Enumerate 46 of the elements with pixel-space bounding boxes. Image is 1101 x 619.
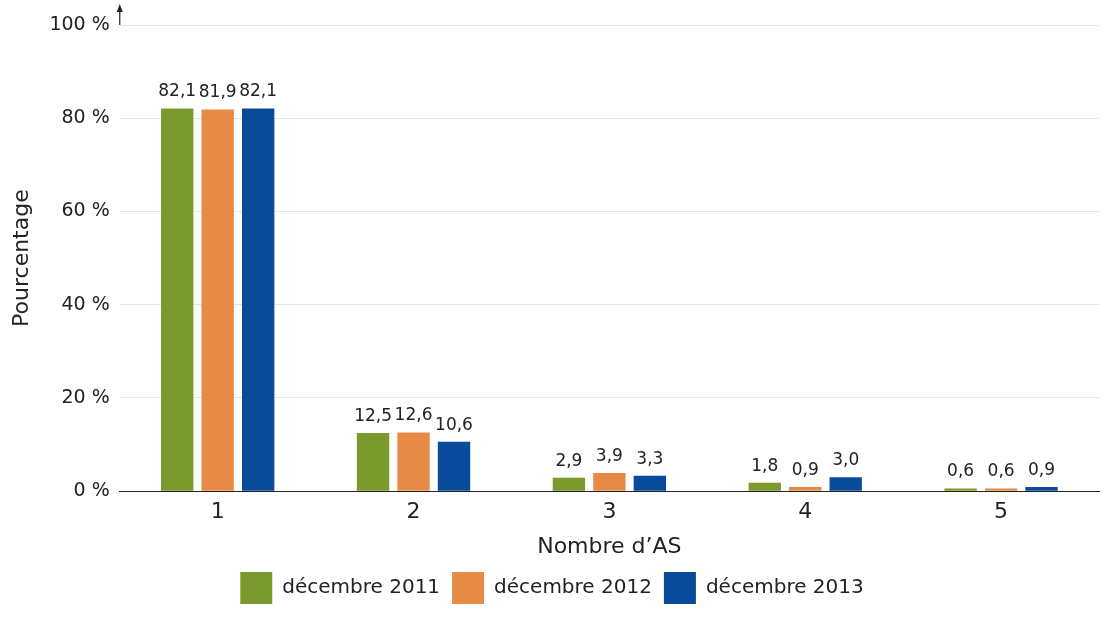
y-tick-label: 0 % xyxy=(73,478,110,501)
bar xyxy=(829,477,862,491)
x-tick-label: 4 xyxy=(798,498,813,524)
data-label: 82,1 xyxy=(239,80,278,101)
data-label: 2,9 xyxy=(555,449,583,470)
y-tick-label: 20 % xyxy=(61,384,110,407)
y-tick-label: 80 % xyxy=(61,105,110,128)
bar xyxy=(984,488,1018,491)
data-label: 3,0 xyxy=(832,449,860,470)
y-axis-title: Pourcentage xyxy=(7,189,33,327)
data-label: 10,6 xyxy=(435,413,473,434)
data-label: 3,3 xyxy=(636,447,664,468)
x-tick-label: 5 xyxy=(994,498,1009,524)
data-label: 0,6 xyxy=(947,460,975,481)
x-tick-label: 3 xyxy=(602,498,617,524)
data-label: 82,1 xyxy=(158,80,197,101)
data-label: 1,8 xyxy=(751,454,779,475)
x-axis-title: Nombre d’AS xyxy=(537,532,682,558)
bar xyxy=(593,473,626,491)
data-label: 12,5 xyxy=(354,404,392,425)
legend-label: décembre 2011 xyxy=(282,574,441,599)
data-label: 3,9 xyxy=(595,444,623,465)
data-label: 0,9 xyxy=(1028,458,1056,479)
bar xyxy=(552,477,586,491)
bar xyxy=(789,487,822,491)
bar xyxy=(944,488,977,491)
bar xyxy=(748,482,781,491)
bar xyxy=(437,441,471,491)
data-label: 0,6 xyxy=(987,460,1015,481)
x-tick-label: 1 xyxy=(210,498,225,524)
data-label: 0,9 xyxy=(791,458,819,479)
bar xyxy=(1025,487,1058,491)
legend-label: décembre 2012 xyxy=(494,574,652,599)
data-label: 12,6 xyxy=(394,404,433,425)
bar xyxy=(356,432,390,491)
bar xyxy=(241,108,275,491)
data-label: 81,9 xyxy=(198,81,237,102)
y-tick-label: 100 % xyxy=(49,11,110,34)
y-tick-label: 40 % xyxy=(61,291,110,314)
bar xyxy=(397,432,430,491)
y-tick-label: 60 % xyxy=(61,198,110,221)
bar xyxy=(201,109,234,491)
bar xyxy=(161,108,194,491)
legend-label: décembre 2013 xyxy=(705,574,864,599)
bar xyxy=(633,475,667,491)
x-tick-label: 2 xyxy=(406,498,421,524)
